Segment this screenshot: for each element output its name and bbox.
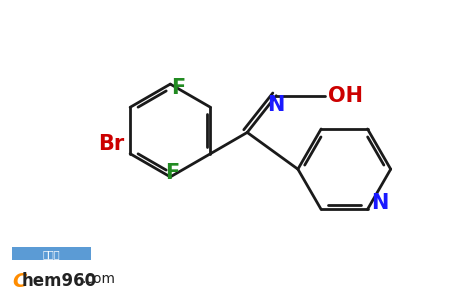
Text: F: F [171, 78, 185, 98]
Text: C: C [13, 272, 27, 291]
Text: .com: .com [82, 272, 115, 286]
Text: OH: OH [328, 86, 364, 106]
Text: Br: Br [98, 134, 124, 154]
Text: N: N [267, 95, 285, 115]
Text: 化工网: 化工网 [43, 249, 60, 259]
Text: hem960: hem960 [21, 272, 97, 290]
FancyBboxPatch shape [12, 248, 91, 260]
Text: F: F [165, 163, 179, 183]
Text: N: N [371, 193, 389, 213]
